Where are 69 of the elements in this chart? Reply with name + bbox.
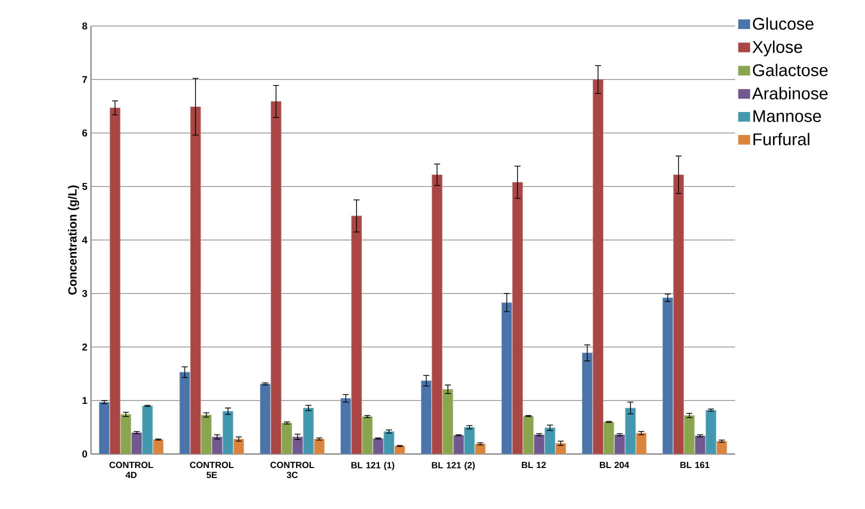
x-tick-label: CONTROL 5E [190, 462, 234, 478]
x-tick-label: BL 12 [522, 462, 546, 468]
bar [420, 380, 432, 454]
x-tick-label: CONTROL 3C [270, 462, 314, 478]
y-tick-label: 6 [82, 129, 88, 137]
bar [512, 182, 523, 454]
bar [98, 402, 110, 454]
bar [384, 431, 394, 454]
bar [582, 352, 593, 454]
bar [673, 174, 684, 454]
bar [201, 414, 212, 454]
bar [694, 436, 706, 454]
bar [152, 439, 164, 454]
bar [212, 436, 222, 454]
bar [592, 79, 604, 454]
y-tick-label: 5 [82, 183, 88, 190]
y-axis-title: Concentration (g/L) [68, 185, 80, 295]
bar [453, 435, 464, 454]
bar [544, 428, 556, 454]
bar [190, 106, 201, 454]
bar [706, 410, 716, 454]
bar [362, 416, 373, 454]
bar [292, 436, 303, 454]
bar [684, 415, 695, 454]
bar [501, 302, 512, 454]
legend-label: Arabinose [752, 87, 828, 100]
bar [120, 414, 132, 454]
bar [636, 432, 647, 454]
bar [351, 216, 362, 454]
legend-label: Glucose [752, 17, 814, 30]
y-tick-label: 1 [82, 397, 88, 404]
bar [614, 434, 625, 454]
bar [110, 108, 120, 454]
bar [222, 411, 234, 454]
y-tick-label: 7 [82, 76, 88, 83]
bar [604, 422, 614, 454]
bar [464, 427, 475, 454]
bar [260, 384, 271, 454]
bar [131, 432, 142, 454]
legend-label: Furfural [753, 132, 810, 146]
legend-label: Galactose [752, 64, 828, 76]
bar [523, 416, 534, 454]
legend-label: Xylose [752, 40, 802, 56]
x-tick-label: CONTROL 4D [109, 462, 154, 478]
bar [142, 406, 153, 454]
x-tick-label: BL 121 (2) [432, 462, 475, 470]
legend-label: Mannose [753, 110, 822, 122]
y-tick-label: 0 [82, 450, 88, 458]
y-tick-label: 3 [82, 290, 88, 298]
bar [303, 408, 314, 454]
bar [442, 389, 454, 454]
bar [372, 438, 384, 454]
bar [314, 438, 325, 454]
y-tick-label: 2 [82, 344, 88, 350]
bar [282, 422, 292, 454]
bar [179, 372, 190, 454]
y-tick-label: 8 [82, 22, 88, 30]
bar [233, 438, 244, 454]
x-tick-label: BL 161 [680, 462, 710, 468]
bar [270, 101, 282, 454]
bar [534, 434, 544, 454]
bar [662, 298, 674, 454]
y-tick-label: 4 [82, 236, 88, 244]
x-tick-label: BL 204 [600, 462, 630, 468]
bar [625, 408, 636, 454]
bar [716, 440, 728, 454]
bar [340, 398, 352, 454]
x-tick-label: BL 121 (1) [351, 462, 394, 470]
bar [432, 174, 442, 454]
